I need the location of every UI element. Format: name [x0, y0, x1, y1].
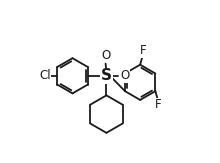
Text: O: O — [120, 69, 129, 82]
Text: O: O — [101, 49, 110, 62]
Text: F: F — [155, 98, 162, 111]
Text: S: S — [101, 68, 112, 83]
Text: F: F — [140, 44, 147, 57]
Text: Cl: Cl — [39, 69, 51, 82]
